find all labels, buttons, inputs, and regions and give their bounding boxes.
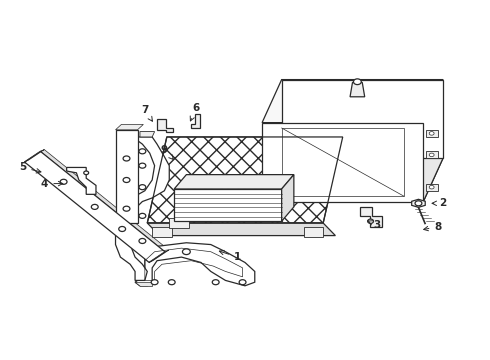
Polygon shape [140,132,155,137]
Polygon shape [191,114,200,128]
Text: 7: 7 [141,105,152,121]
Circle shape [415,201,422,206]
Text: 2: 2 [432,198,446,208]
Circle shape [123,177,130,183]
Polygon shape [412,199,425,207]
Polygon shape [40,150,169,252]
Circle shape [91,204,98,210]
Polygon shape [157,119,172,132]
Polygon shape [147,137,343,223]
Circle shape [139,238,146,243]
Polygon shape [24,151,165,262]
Circle shape [182,249,190,255]
Polygon shape [174,189,282,221]
Polygon shape [262,80,443,123]
Circle shape [139,213,146,219]
Circle shape [429,185,434,189]
Text: 9: 9 [161,144,173,159]
Text: 4: 4 [41,179,63,189]
Circle shape [84,171,89,175]
Polygon shape [262,158,443,202]
Polygon shape [147,223,335,235]
Circle shape [123,206,130,211]
Polygon shape [174,175,294,189]
Circle shape [151,280,158,285]
Circle shape [139,185,146,190]
Polygon shape [426,151,438,158]
Polygon shape [24,150,44,162]
Circle shape [123,156,130,161]
Polygon shape [360,207,382,226]
Polygon shape [423,80,443,202]
Polygon shape [149,250,169,262]
Polygon shape [350,82,365,97]
Text: 1: 1 [220,251,241,262]
Polygon shape [116,125,144,130]
Circle shape [368,219,373,224]
Polygon shape [262,123,423,202]
Text: 8: 8 [424,222,441,231]
Polygon shape [426,184,438,191]
Circle shape [139,149,146,154]
Polygon shape [426,130,438,137]
Polygon shape [116,137,169,280]
Circle shape [239,280,246,285]
Circle shape [168,280,175,285]
Circle shape [60,179,67,184]
Text: 6: 6 [190,103,200,121]
Polygon shape [282,175,294,221]
Polygon shape [135,243,255,286]
Polygon shape [304,226,323,237]
Circle shape [353,79,361,85]
Polygon shape [116,130,138,223]
Circle shape [429,153,434,157]
Polygon shape [67,167,96,194]
Polygon shape [152,226,171,237]
Circle shape [212,280,219,285]
Circle shape [139,163,146,168]
Text: 3: 3 [368,220,381,230]
Polygon shape [282,80,443,158]
Polygon shape [169,218,189,228]
Circle shape [119,226,125,231]
Text: 5: 5 [19,162,41,173]
Polygon shape [135,282,152,286]
Circle shape [429,132,434,135]
